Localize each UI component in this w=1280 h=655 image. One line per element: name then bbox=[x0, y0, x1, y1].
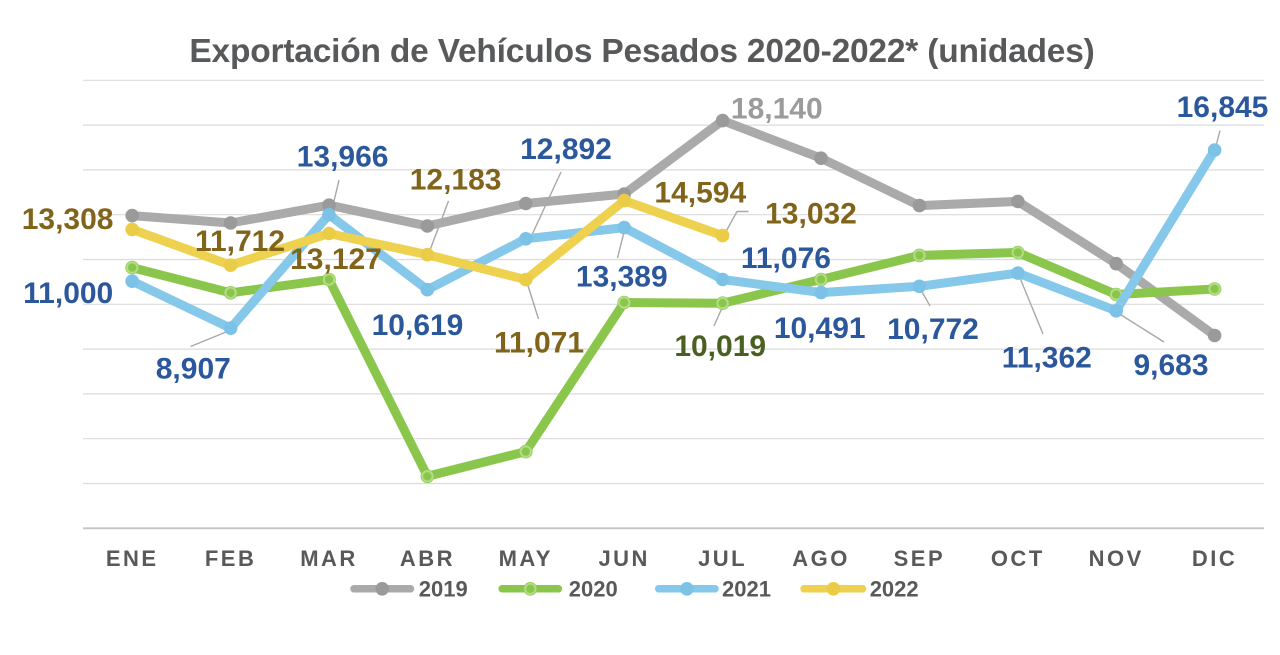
svg-text:16,845: 16,845 bbox=[1177, 91, 1269, 124]
svg-text:2020: 2020 bbox=[569, 576, 618, 601]
svg-text:13,966: 13,966 bbox=[297, 141, 389, 174]
svg-text:FEB: FEB bbox=[205, 546, 257, 571]
svg-text:11,712: 11,712 bbox=[195, 225, 285, 258]
svg-text:Exportación de Vehículos Pesad: Exportación de Vehículos Pesados 2020-20… bbox=[189, 33, 1094, 70]
svg-text:SEP: SEP bbox=[894, 546, 946, 571]
svg-text:11,076: 11,076 bbox=[741, 242, 831, 275]
svg-text:10,619: 10,619 bbox=[372, 309, 464, 342]
svg-text:13,032: 13,032 bbox=[765, 198, 857, 231]
svg-text:14,594: 14,594 bbox=[654, 177, 746, 210]
svg-text:ENE: ENE bbox=[106, 546, 159, 571]
svg-text:12,892: 12,892 bbox=[520, 133, 612, 166]
svg-text:NOV: NOV bbox=[1089, 546, 1144, 571]
svg-text:11,362: 11,362 bbox=[1002, 342, 1092, 375]
svg-text:18,140: 18,140 bbox=[731, 92, 823, 125]
svg-text:DIC: DIC bbox=[1192, 546, 1237, 571]
svg-text:AGO: AGO bbox=[792, 546, 850, 571]
svg-text:2022: 2022 bbox=[870, 576, 919, 601]
svg-text:13,127: 13,127 bbox=[290, 243, 382, 276]
svg-text:JUN: JUN bbox=[598, 546, 650, 571]
svg-text:9,683: 9,683 bbox=[1133, 349, 1208, 382]
svg-text:13,389: 13,389 bbox=[576, 260, 668, 293]
svg-text:MAY: MAY bbox=[499, 546, 553, 571]
svg-text:11,071: 11,071 bbox=[494, 327, 584, 360]
svg-text:JUL: JUL bbox=[698, 546, 747, 571]
svg-text:13,308: 13,308 bbox=[22, 203, 114, 236]
svg-text:12,183: 12,183 bbox=[410, 164, 502, 197]
svg-text:10,491: 10,491 bbox=[774, 312, 866, 345]
svg-text:ABR: ABR bbox=[400, 546, 455, 571]
svg-text:10,772: 10,772 bbox=[887, 313, 979, 346]
svg-text:MAR: MAR bbox=[300, 546, 358, 571]
svg-text:2021: 2021 bbox=[722, 576, 771, 601]
svg-text:8,907: 8,907 bbox=[156, 353, 231, 386]
svg-text:OCT: OCT bbox=[991, 546, 1045, 571]
svg-text:2019: 2019 bbox=[419, 576, 468, 601]
svg-text:11,000: 11,000 bbox=[23, 277, 113, 310]
svg-text:10,019: 10,019 bbox=[674, 330, 766, 363]
